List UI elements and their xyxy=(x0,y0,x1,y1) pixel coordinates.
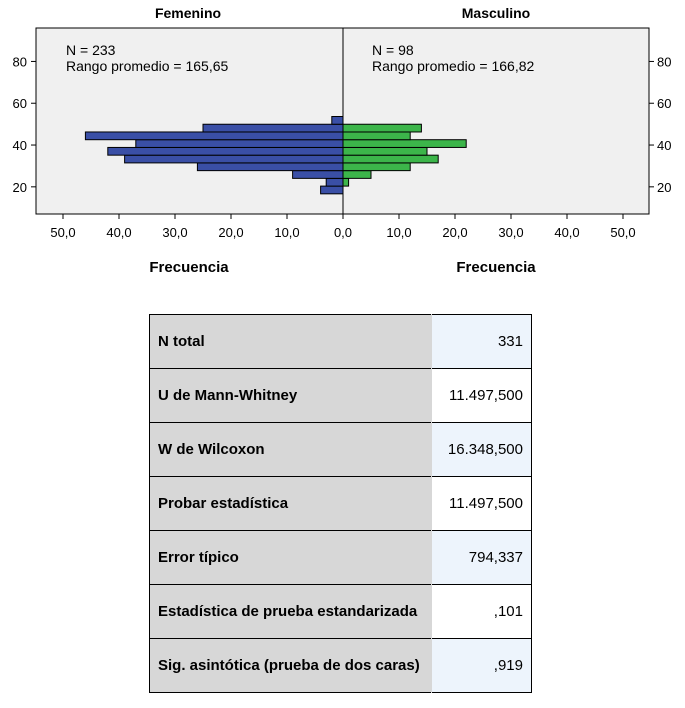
bar-masculino xyxy=(342,162,411,172)
y-tick-label-right: 60 xyxy=(657,96,671,111)
stat-value: 11.497,500 xyxy=(431,368,532,423)
bar-femenino xyxy=(124,154,344,164)
x-tick-label: 30,0 xyxy=(498,225,523,240)
bar-femenino xyxy=(325,177,344,187)
x-axis-ticks: 50,0 40,0 30,0 20,0 10,0 0,0 10,0 20,0 30,0 40,0 5… xyxy=(50,214,636,240)
table-row: Estadística de prueba estandarizada ,101 xyxy=(149,584,532,639)
y-tick-label-left: 20 xyxy=(13,180,27,195)
bar-masculino xyxy=(342,146,428,156)
bar-femenino xyxy=(84,131,344,141)
bar-femenino xyxy=(292,170,344,179)
stat-label: Probar estadística xyxy=(149,476,432,531)
x-tick-label: 20,0 xyxy=(218,225,243,240)
stats-right-rank: Rango promedio = 166,82 xyxy=(372,58,534,74)
bar-masculino xyxy=(342,139,467,148)
x-tick-label: 50,0 xyxy=(610,225,635,240)
bar-masculino xyxy=(342,131,411,141)
x-tick-label: 20,0 xyxy=(442,225,467,240)
y-tick-label-left: 60 xyxy=(13,96,27,111)
x-tick-label: 30,0 xyxy=(162,225,187,240)
series-title-right: Masculino xyxy=(462,5,530,21)
stats-left-rank: Rango promedio = 165,65 xyxy=(66,58,228,74)
table-row: W de Wilcoxon 16.348,500 xyxy=(149,422,532,477)
x-tick-label: 50,0 xyxy=(50,225,75,240)
stat-value: 331 xyxy=(431,314,532,369)
y-tick-label-left: 40 xyxy=(13,138,27,153)
stat-value: 16.348,500 xyxy=(431,422,532,477)
test-summary-table: N total 331 U de Mann-Whitney 11.497,500 W d… xyxy=(149,314,532,693)
y-tick-label-right: 80 xyxy=(657,54,671,69)
stats-right-n: N = 98 xyxy=(372,42,414,58)
stats-left-n: N = 233 xyxy=(66,42,116,58)
y-axis-ticks: 20 20 40 40 60 60 80 80 xyxy=(13,54,672,194)
bar-femenino xyxy=(320,185,344,195)
bar-masculino xyxy=(342,177,350,187)
bar-masculino xyxy=(342,170,372,179)
bar-femenino xyxy=(107,146,344,156)
bar-masculino xyxy=(342,154,439,164)
stat-label: U de Mann-Whitney xyxy=(149,368,432,423)
table-row: Sig. asintótica (prueba de dos caras) ,91… xyxy=(149,638,532,693)
bar-femenino xyxy=(202,123,344,133)
bar-masculino xyxy=(342,123,422,133)
x-axis-label-left: Frecuencia xyxy=(149,259,229,276)
x-tick-label: 40,0 xyxy=(106,225,131,240)
stat-label: Error típico xyxy=(149,530,432,585)
bar-femenino xyxy=(196,162,344,172)
stat-value: 11.497,500 xyxy=(431,476,532,531)
population-pyramid-chart: Femenino Masculino N = 233 Rango promedi… xyxy=(13,5,672,276)
x-axis-label-right: Frecuencia xyxy=(456,259,536,276)
x-tick-label: 10,0 xyxy=(274,225,299,240)
table-row: Probar estadística 11.497,500 xyxy=(149,476,532,531)
bar-femenino xyxy=(135,139,344,148)
table-row: U de Mann-Whitney 11.497,500 xyxy=(149,368,532,423)
stat-value: ,919 xyxy=(431,638,532,693)
stat-label: W de Wilcoxon xyxy=(149,422,432,477)
y-tick-label-left: 80 xyxy=(13,54,27,69)
x-tick-label: 10,0 xyxy=(386,225,411,240)
bar-femenino xyxy=(331,116,344,125)
stat-label: Estadística de prueba estandarizada xyxy=(149,584,432,639)
x-tick-label: 40,0 xyxy=(554,225,579,240)
table-row: Error típico 794,337 xyxy=(149,530,532,585)
y-tick-label-right: 40 xyxy=(657,138,671,153)
series-title-left: Femenino xyxy=(155,5,221,21)
stat-label: Sig. asintótica (prueba de dos caras) xyxy=(149,638,432,693)
stat-label: N total xyxy=(149,314,432,369)
x-tick-label: 0,0 xyxy=(334,225,352,240)
stat-value: ,101 xyxy=(431,584,532,639)
stat-value: 794,337 xyxy=(431,530,532,585)
table-row: N total 331 xyxy=(149,314,532,369)
bars-masculino xyxy=(342,123,467,187)
y-tick-label-right: 20 xyxy=(657,180,671,195)
